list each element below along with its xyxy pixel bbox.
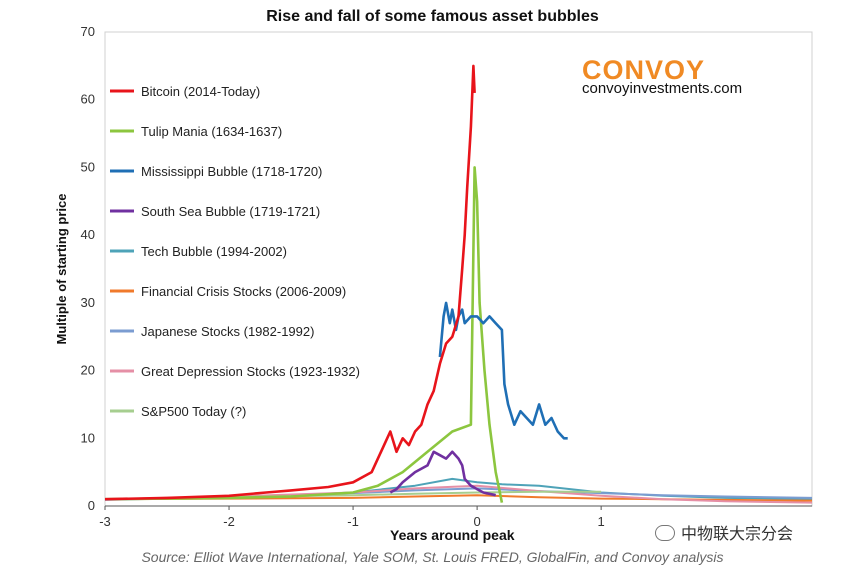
- plot-area: [104, 31, 813, 507]
- y-tick-label: 30: [81, 295, 95, 310]
- y-tick-label: 60: [81, 92, 95, 107]
- series-line-1: [104, 166, 504, 503]
- legend-entry: Mississippi Bubble (1718-1720): [141, 164, 322, 179]
- legend-entry: Japanese Stocks (1982-1992): [141, 324, 314, 339]
- x-tick-label: 1: [598, 514, 605, 529]
- legend-entry: Tulip Mania (1634-1637): [141, 124, 282, 139]
- y-tick-label: 20: [81, 363, 95, 378]
- chat-bubble-icon: [655, 525, 675, 541]
- source-note: Source: Elliot Wave International, Yale …: [141, 549, 724, 565]
- x-tick-label: -1: [347, 514, 359, 529]
- series-line-0: [104, 64, 476, 501]
- y-tick-label: 0: [88, 498, 95, 513]
- chart-title: Rise and fall of some famous asset bubbl…: [266, 8, 599, 25]
- y-tick-label: 50: [81, 159, 95, 174]
- y-tick-label: 70: [81, 24, 95, 39]
- brand-website: convoyinvestments.com: [582, 80, 743, 97]
- x-tick-label: 0: [473, 514, 480, 529]
- legend-entry: Bitcoin (2014-Today): [141, 84, 260, 99]
- y-axis-label: Multiple of starting price: [54, 194, 69, 345]
- watermark: 中物联大宗分会: [655, 520, 793, 544]
- series-line-7: [104, 484, 813, 504]
- x-tick-label: -2: [223, 514, 235, 529]
- legend-entry: Tech Bubble (1994-2002): [141, 244, 287, 259]
- series-line-3: [389, 450, 496, 497]
- watermark-text: 中物联大宗分会: [681, 524, 794, 543]
- legend-entry: Great Depression Stocks (1923-1932): [141, 364, 360, 379]
- x-axis-label: Years around peak: [390, 527, 515, 543]
- y-tick-label: 40: [81, 227, 95, 242]
- legend-entry: South Sea Bubble (1719-1721): [141, 204, 320, 219]
- brand-logo-text: CONVOY: [582, 55, 706, 85]
- legend-entry: S&P500 Today (?): [141, 404, 246, 419]
- legend-entry: Financial Crisis Stocks (2006-2009): [141, 284, 346, 299]
- series-line-2: [438, 301, 568, 440]
- y-tick-label: 10: [81, 430, 95, 445]
- x-tick-label: -3: [99, 514, 111, 529]
